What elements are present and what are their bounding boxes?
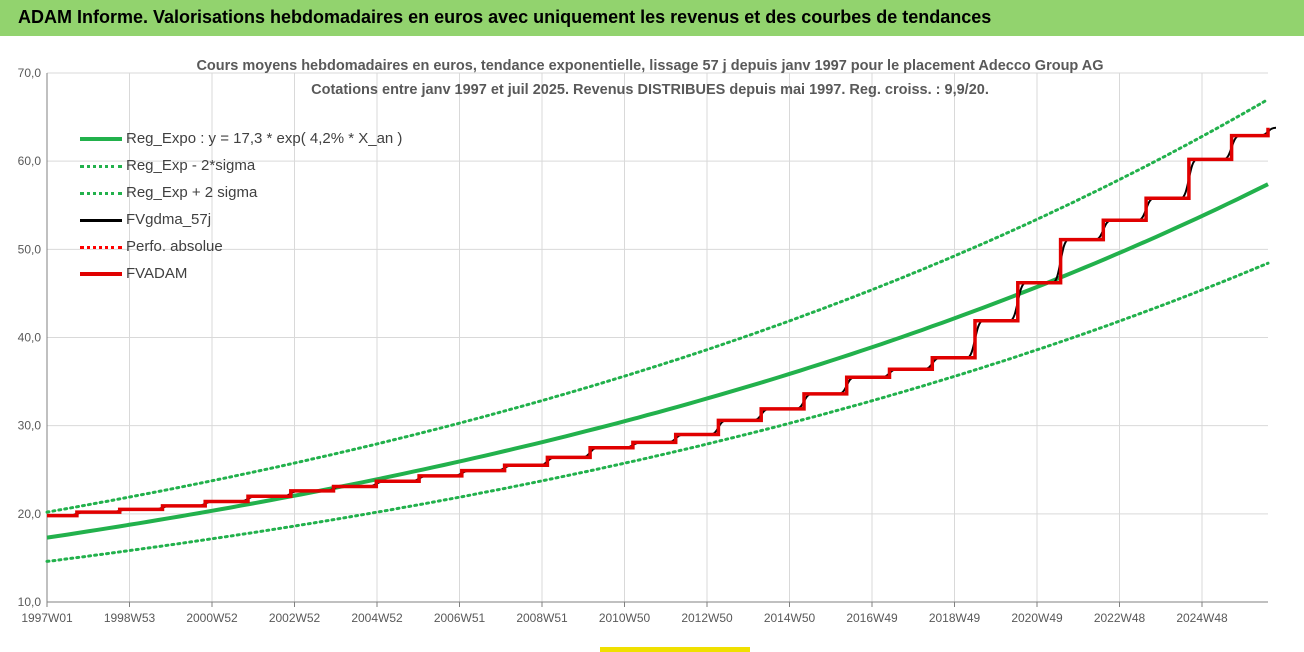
legend-item-reg-expo: Reg_Expo : y = 17,3 * exp( 4,2% * X_an ) — [80, 130, 420, 150]
legend-swatch-reg-exp-minus — [80, 165, 122, 168]
x-tick-label: 2018W49 — [929, 611, 981, 625]
legend-swatch-reg-expo — [80, 137, 122, 141]
legend-label-fvgdma: FVgdma_57j — [126, 211, 212, 228]
legend-item-perfo-absolue: Perfo. absolue — [80, 238, 420, 258]
x-tick-label: 2012W50 — [681, 611, 733, 625]
chart-svg: 10,0 20,0 30,0 40,0 50,0 60,0 70,0 1997W01 1998W… — [18, 58, 1277, 625]
legend-item-reg-exp-minus: Reg_Exp - 2*sigma — [80, 157, 420, 177]
x-tick-label: 2014W50 — [764, 611, 816, 625]
y-tick-label: 30,0 — [18, 419, 42, 433]
x-tick-label: 2000W52 — [186, 611, 238, 625]
legend-item-reg-exp-plus: Reg_Exp + 2 sigma — [80, 184, 420, 204]
y-tick-label: 60,0 — [18, 154, 42, 168]
y-tick-label: 20,0 — [18, 507, 42, 521]
legend-label-reg-expo: Reg_Expo : y = 17,3 * exp( 4,2% * X_an ) — [126, 130, 403, 147]
header-bar: ADAM Informe. Valorisations hebdomadaire… — [0, 0, 1304, 36]
legend-swatch-fvgdma — [80, 219, 122, 222]
page-title: ADAM Informe. Valorisations hebdomadaire… — [18, 7, 992, 27]
y-tick-label: 10,0 — [18, 595, 42, 609]
x-tick-label: 2022W48 — [1094, 611, 1146, 625]
series-reg-exp-minus-2sigma — [45, 261, 1270, 563]
chart-title-line-2: Cotations entre janv 1997 et juil 2025. … — [311, 82, 989, 98]
x-tick-label: 2010W50 — [599, 611, 651, 625]
legend-label-reg-exp-plus: Reg_Exp + 2 sigma — [126, 184, 258, 201]
x-tick-label: 2024W48 — [1176, 611, 1228, 625]
x-tick-label: 1998W53 — [104, 611, 156, 625]
legend-item-fvadam: FVADAM — [80, 265, 420, 285]
series-reg-expo — [46, 182, 1269, 540]
legend-label-fvadam: FVADAM — [126, 265, 188, 282]
series-reg-exp-plus-2sigma — [45, 97, 1270, 514]
x-tick-label: 2006W51 — [434, 611, 486, 625]
legend-swatch-reg-exp-plus — [80, 192, 122, 195]
legend-swatch-fvadam — [80, 272, 122, 276]
y-tick-label: 70,0 — [18, 66, 42, 80]
chart-frame: 10,0 20,0 30,0 40,0 50,0 60,0 70,0 1997W01 1998W… — [10, 36, 1298, 646]
y-tick-label: 40,0 — [18, 331, 42, 345]
series-fvadam — [47, 127, 1270, 518]
legend-item-fvgdma: FVgdma_57j — [80, 211, 420, 231]
chart-title-line-1: Cours moyens hebdomadaires en euros, ten… — [196, 58, 1103, 74]
x-tick-label: 2020W49 — [1011, 611, 1063, 625]
x-tick-label: 2004W52 — [351, 611, 403, 625]
x-tick-label: 2008W51 — [516, 611, 568, 625]
x-tick-label: 2016W49 — [846, 611, 898, 625]
legend-label-perfo-absolue: Perfo. absolue — [126, 238, 223, 255]
x-tick-label: 2002W52 — [269, 611, 321, 625]
y-tick-label: 50,0 — [18, 242, 42, 256]
bottom-accent-mark — [600, 647, 750, 652]
legend-swatch-perfo-absolue — [80, 246, 122, 249]
x-tick-label: 1997W01 — [21, 611, 73, 625]
legend-label-reg-exp-minus: Reg_Exp - 2*sigma — [126, 157, 256, 174]
